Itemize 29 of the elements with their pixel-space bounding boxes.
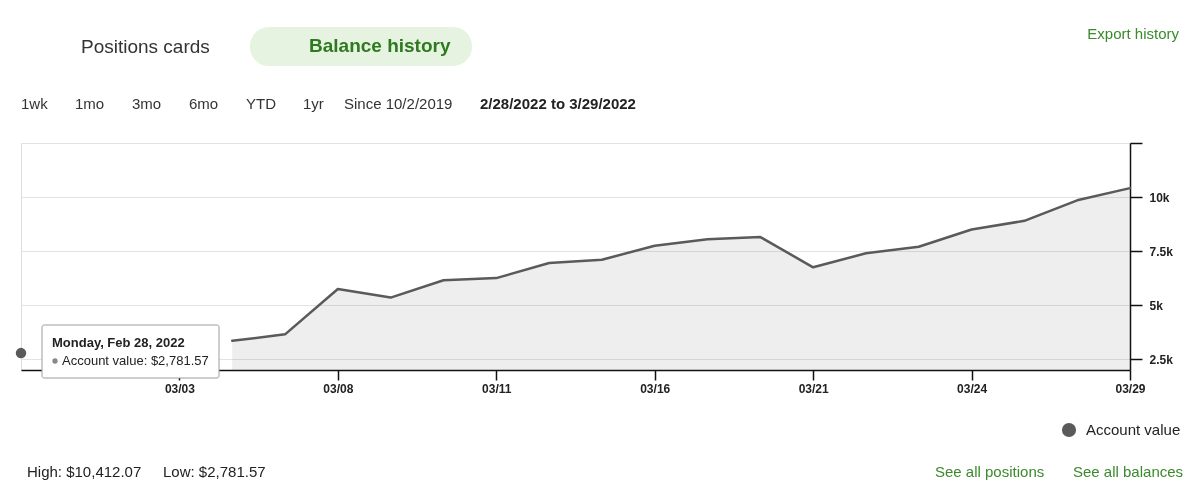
chart-title: Balance history (309, 35, 451, 56)
y-tick-label: 7.5k (1149, 244, 1174, 259)
x-tick-label: 03/16 (640, 381, 671, 396)
annotation: Monday, Feb 28, 2022 (52, 335, 185, 350)
x-tick-label: 03/03 (164, 381, 196, 396)
y-tick-label: 2.5k (1149, 352, 1174, 367)
text: Since 10/2/2019 (344, 95, 453, 112)
chart-subtitle: 2/28/2022 to 3/29/2022 (480, 95, 636, 112)
text: Positions cards (81, 36, 210, 57)
legend-label: Account value (1086, 421, 1181, 438)
text: 3mo (132, 95, 162, 112)
text: 1mo (75, 95, 105, 112)
x-tick-label: 03/21 (798, 381, 829, 396)
text: YTD (246, 95, 277, 112)
text: See all positions (935, 463, 1045, 480)
text: 1yr (303, 95, 324, 112)
x-tick-label: 03/08 (323, 381, 354, 396)
text: See all balances (1073, 463, 1184, 480)
y-tick-label: 10k (1149, 190, 1170, 205)
x-tick-label: 03/11 (482, 381, 512, 396)
text: High: $10,412.07 (27, 463, 142, 480)
y-tick-label: 5k (1149, 298, 1164, 313)
annotation: Account value: $2,781.57 (62, 353, 209, 368)
text: 1wk (21, 95, 49, 112)
text: Low: $2,781.57 (163, 463, 266, 480)
text: Export history (1087, 25, 1180, 42)
x-tick-label: 03/24 (957, 381, 988, 396)
x-tick-label: 03/29 (1115, 381, 1146, 396)
text: 6mo (189, 95, 219, 112)
